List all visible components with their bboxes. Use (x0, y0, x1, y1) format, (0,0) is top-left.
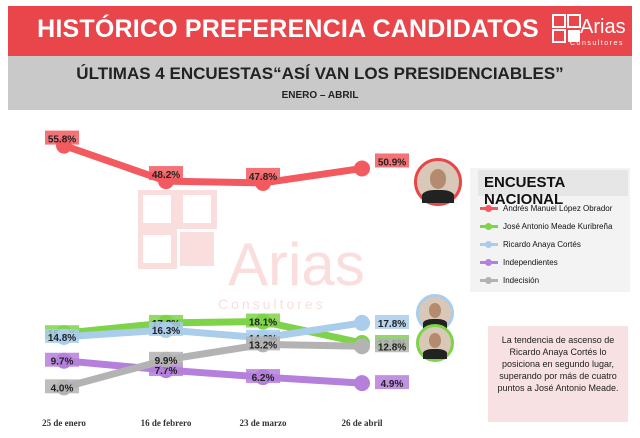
legend-item: José Antonio Meade Kuribreña (480, 222, 612, 231)
data-label: 9.7% (51, 357, 74, 368)
legend-item: Ricardo Anaya Cortés (480, 240, 581, 249)
legend-label: Indecisión (503, 276, 540, 285)
data-label-bg (246, 313, 280, 328)
data-label-bg (45, 328, 79, 343)
brand-subtitle: Consultores (570, 40, 624, 47)
x-tick-label: 25 de enero (42, 418, 86, 428)
data-label: 4.9% (381, 379, 404, 390)
data-point (354, 338, 370, 355)
data-label: 50.9% (378, 157, 406, 168)
data-label-bg (246, 336, 280, 351)
data-label-bg (45, 379, 79, 394)
legend-swatch (480, 205, 498, 212)
data-label: 13.2% (249, 340, 277, 351)
series-line-4 (60, 340, 366, 391)
data-label-bg (45, 130, 79, 145)
data-label: 16.3% (152, 326, 180, 337)
legend-item: Independientes (480, 258, 558, 267)
data-label: 9.9% (155, 356, 178, 367)
watermark: Arias Consultores (138, 190, 368, 330)
data-point (354, 314, 370, 331)
legend-label: Ricardo Anaya Cortés (503, 240, 581, 249)
data-label: 17.8% (378, 319, 406, 330)
page-title: HISTÓRICO PREFERENCIA CANDIDATOS (37, 15, 539, 43)
analysis-note: La tendencia de ascenso de Ricardo Anaya… (488, 326, 628, 422)
legend-item: Andrés Manuel López Obrador (480, 204, 612, 213)
data-label: 18.1% (249, 318, 277, 329)
candidate-avatar-meade (416, 324, 454, 362)
legend-item: Indecisión (480, 276, 539, 285)
watermark-subtitle: Consultores (218, 296, 326, 312)
legend-label: Andrés Manuel López Obrador (503, 204, 613, 213)
data-label-bg (149, 351, 183, 366)
series-line-0 (60, 142, 366, 187)
data-label-bg (45, 352, 79, 367)
data-point (354, 375, 370, 392)
legend-swatch (480, 259, 498, 266)
data-label: 47.8% (249, 172, 277, 183)
data-label-bg (149, 321, 183, 336)
legend-swatch (480, 223, 498, 230)
subheader-title: ÚLTIMAS 4 ENCUESTAS“ASÍ VAN LOS PRESIDEN… (76, 64, 564, 83)
brand-name: Arias (580, 16, 626, 38)
subheader-bar: ÚLTIMAS 4 ENCUESTAS“ASÍ VAN LOS PRESIDEN… (8, 56, 632, 110)
data-label-bg (375, 375, 409, 390)
legend-label: José Antonio Meade Kuribreña (503, 222, 613, 231)
data-label: 12.8% (378, 342, 406, 353)
data-label: 48.2% (152, 170, 180, 181)
watermark-word: Arias (228, 231, 365, 298)
data-label: 55.8% (48, 135, 76, 146)
header-banner: HISTÓRICO PREFERENCIA CANDIDATOS Arias C… (8, 6, 632, 56)
data-label-bg (375, 153, 409, 168)
x-tick-label: 23 de marzo (240, 418, 287, 428)
legend-swatch (480, 241, 498, 248)
candidate-avatar-amlo (414, 158, 462, 206)
legend-swatch (480, 277, 498, 284)
series-line-2 (60, 319, 366, 342)
brand-mark-icon (552, 14, 581, 43)
x-tick-label: 26 de abril (341, 418, 383, 428)
series-line-3 (60, 357, 366, 387)
x-tick-label: 16 de febrero (141, 418, 192, 428)
brand-logo: Arias Consultores (552, 10, 626, 52)
data-label-bg (375, 338, 409, 353)
data-label: 7.7% (155, 366, 178, 377)
data-label-bg (375, 314, 409, 329)
data-label: 4.0% (51, 383, 74, 394)
data-point (354, 160, 370, 177)
legend-title: ENCUESTA NACIONAL (478, 170, 628, 208)
data-label-bg (149, 166, 183, 181)
watermark-mark-icon (138, 190, 217, 269)
date-range: ENERO – ABRIL (281, 90, 359, 101)
data-label-bg (246, 167, 280, 182)
data-label: 14.8% (48, 333, 76, 344)
data-label: 6.2% (252, 373, 275, 384)
data-label-bg (246, 369, 280, 384)
legend-label: Independientes (503, 258, 558, 267)
